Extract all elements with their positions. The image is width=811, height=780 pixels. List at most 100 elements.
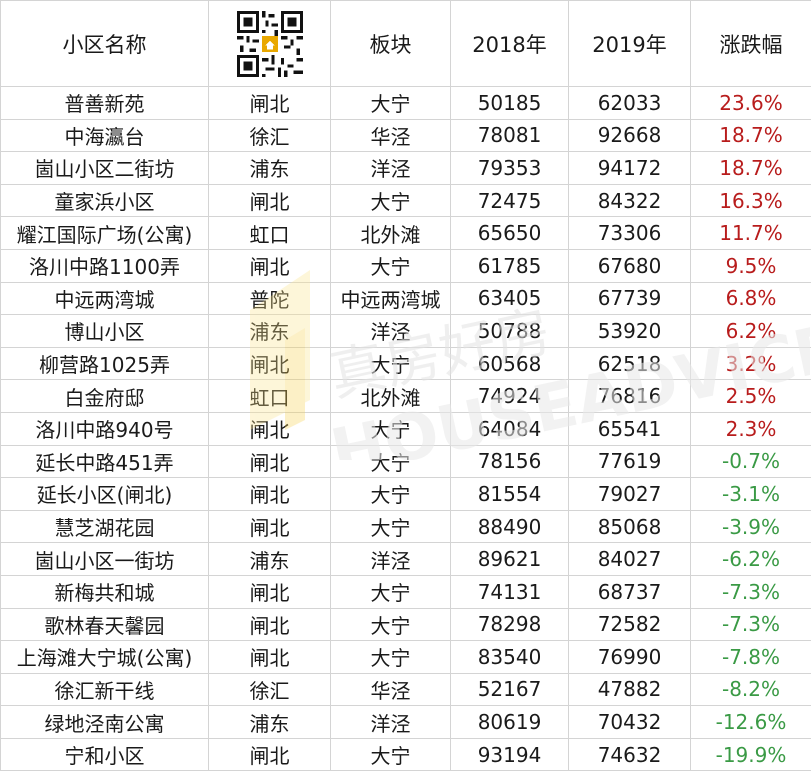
cell-district: 浦东 <box>208 314 331 348</box>
cell-2019: 84027 <box>568 542 691 576</box>
cell-2018: 80619 <box>450 705 569 739</box>
table-row: 歌林春天馨园 闸北 大宁 78298 72582 -7.3% <box>0 607 811 642</box>
cell-block: 大宁 <box>330 574 451 609</box>
cell-2018: 60568 <box>450 346 569 381</box>
table-row: 中远两湾城 普陀 中远两湾城 63405 67739 6.8% <box>0 281 811 316</box>
table-row: 洛川中路940号 闸北 大宁 64084 65541 2.3% <box>0 411 811 446</box>
cell-name: 绿地泾南公寓 <box>0 705 209 739</box>
table-row: 博山小区 浦东 洋泾 50788 53920 6.2% <box>0 314 811 348</box>
cell-change: 18.7% <box>690 151 811 185</box>
cell-2018: 89621 <box>450 542 569 576</box>
cell-2019: 65541 <box>568 411 691 446</box>
table-row: 普善新苑 闸北 大宁 50185 62033 23.6% <box>0 86 811 120</box>
cell-2019: 47882 <box>568 672 691 707</box>
table-row: 绿地泾南公寓 浦东 洋泾 80619 70432 -12.6% <box>0 705 811 739</box>
cell-name: 崮山小区二街坊 <box>0 151 209 185</box>
cell-2018: 81554 <box>450 477 569 511</box>
cell-name: 中远两湾城 <box>0 281 209 316</box>
cell-2019: 76816 <box>568 379 691 413</box>
table-row: 慧芝湖花园 闸北 大宁 88490 85068 -3.9% <box>0 509 811 544</box>
cell-2019: 62033 <box>568 86 691 120</box>
table-row: 延长小区(闸北) 闸北 大宁 81554 79027 -3.1% <box>0 477 811 511</box>
table-row: 崮山小区二街坊 浦东 洋泾 79353 94172 18.7% <box>0 151 811 185</box>
cell-name: 白金府邸 <box>0 379 209 413</box>
cell-block: 洋泾 <box>330 705 451 739</box>
cell-change: 16.3% <box>690 183 811 218</box>
cell-block: 北外滩 <box>330 379 451 413</box>
table-row: 中海瀛台 徐汇 华泾 78081 92668 18.7% <box>0 118 811 153</box>
cell-2019: 72582 <box>568 607 691 642</box>
cell-2018: 83540 <box>450 640 569 674</box>
cell-change: 9.5% <box>690 248 811 283</box>
cell-2019: 73306 <box>568 216 691 250</box>
header-2018: 2018年 <box>450 0 569 87</box>
qr-code-icon <box>236 10 303 77</box>
cell-2018: 88490 <box>450 509 569 544</box>
table-row: 洛川中路1100弄 闸北 大宁 61785 67680 9.5% <box>0 248 811 283</box>
cell-block: 大宁 <box>330 509 451 544</box>
cell-2018: 78298 <box>450 607 569 642</box>
cell-2018: 50185 <box>450 86 569 120</box>
cell-2018: 93194 <box>450 737 569 772</box>
cell-2018: 50788 <box>450 314 569 348</box>
cell-block: 大宁 <box>330 346 451 381</box>
header-district: 板块 <box>330 0 451 87</box>
header-2019: 2019年 <box>568 0 691 87</box>
cell-district: 普陀 <box>208 281 331 316</box>
cell-change: -0.7% <box>690 444 811 479</box>
cell-change: -19.9% <box>690 737 811 772</box>
cell-2019: 77619 <box>568 444 691 479</box>
cell-change: -7.3% <box>690 574 811 609</box>
cell-district: 徐汇 <box>208 672 331 707</box>
cell-block: 大宁 <box>330 183 451 218</box>
cell-change: 2.3% <box>690 411 811 446</box>
cell-block: 大宁 <box>330 640 451 674</box>
cell-2019: 68737 <box>568 574 691 609</box>
table-row: 新梅共和城 闸北 大宁 74131 68737 -7.3% <box>0 574 811 609</box>
cell-district: 闸北 <box>208 509 331 544</box>
cell-change: -12.6% <box>690 705 811 739</box>
cell-change: 18.7% <box>690 118 811 153</box>
cell-2019: 79027 <box>568 477 691 511</box>
cell-2018: 79353 <box>450 151 569 185</box>
cell-district: 闸北 <box>208 183 331 218</box>
cell-change: -3.9% <box>690 509 811 544</box>
cell-change: -6.2% <box>690 542 811 576</box>
cell-change: -7.3% <box>690 607 811 642</box>
cell-name: 普善新苑 <box>0 86 209 120</box>
cell-name: 童家浜小区 <box>0 183 209 218</box>
cell-district: 闸北 <box>208 737 331 772</box>
cell-district: 闸北 <box>208 411 331 446</box>
cell-change: 3.2% <box>690 346 811 381</box>
cell-district: 虹口 <box>208 216 331 250</box>
cell-district: 闸北 <box>208 248 331 283</box>
cell-name: 博山小区 <box>0 314 209 348</box>
cell-name: 柳营路1025弄 <box>0 346 209 381</box>
cell-2019: 76990 <box>568 640 691 674</box>
cell-district: 闸北 <box>208 640 331 674</box>
table-row: 耀江国际广场(公寓) 虹口 北外滩 65650 73306 11.7% <box>0 216 811 250</box>
table-row: 延长中路451弄 闸北 大宁 78156 77619 -0.7% <box>0 444 811 479</box>
cell-block: 华泾 <box>330 118 451 153</box>
cell-2018: 61785 <box>450 248 569 283</box>
table-row: 童家浜小区 闸北 大宁 72475 84322 16.3% <box>0 183 811 218</box>
cell-2019: 84322 <box>568 183 691 218</box>
cell-block: 大宁 <box>330 86 451 120</box>
cell-change: 6.2% <box>690 314 811 348</box>
cell-change: -8.2% <box>690 672 811 707</box>
table-row: 上海滩大宁城(公寓) 闸北 大宁 83540 76990 -7.8% <box>0 640 811 674</box>
cell-name: 崮山小区一街坊 <box>0 542 209 576</box>
cell-2019: 67680 <box>568 248 691 283</box>
cell-2019: 53920 <box>568 314 691 348</box>
cell-2018: 63405 <box>450 281 569 316</box>
cell-2019: 67739 <box>568 281 691 316</box>
cell-2018: 74131 <box>450 574 569 609</box>
table-row: 宁和小区 闸北 大宁 93194 74632 -19.9% <box>0 737 811 772</box>
cell-district: 徐汇 <box>208 118 331 153</box>
cell-district: 虹口 <box>208 379 331 413</box>
cell-block: 大宁 <box>330 444 451 479</box>
cell-district: 闸北 <box>208 444 331 479</box>
cell-district: 浦东 <box>208 151 331 185</box>
cell-name: 中海瀛台 <box>0 118 209 153</box>
